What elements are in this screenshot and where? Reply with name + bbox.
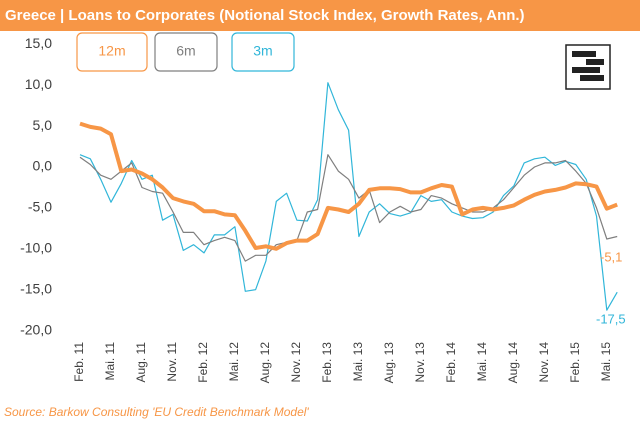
x-tick-label: Mai. 15 — [599, 342, 613, 382]
legend-label: 6m — [176, 43, 195, 59]
title-bar — [0, 0, 640, 31]
y-tick-label: 0,0 — [33, 158, 53, 174]
y-tick-label: 10,0 — [25, 76, 52, 92]
legend-label: 12m — [98, 43, 125, 59]
x-tick-label: Mai. 13 — [351, 342, 365, 382]
series-line — [79, 121, 618, 251]
x-tick-label: Mai. 12 — [227, 342, 241, 382]
y-tick-label: -20,0 — [20, 321, 52, 337]
y-tick-label: 5,0 — [33, 117, 53, 133]
y-tick-label: 15,0 — [25, 35, 52, 51]
x-tick-label: Nov. 12 — [289, 342, 303, 383]
x-tick-label: Nov. 13 — [413, 342, 427, 383]
series-line — [79, 154, 618, 262]
annotation: -5,1 — [600, 249, 622, 264]
x-tick-label: Aug. 11 — [134, 342, 148, 383]
x-tick-label: Aug. 13 — [382, 342, 396, 384]
x-tick-label: Aug. 14 — [506, 342, 520, 384]
y-tick-label: -15,0 — [20, 280, 52, 296]
legend-box — [76, 32, 148, 72]
series-line — [79, 82, 618, 311]
x-tick-label: Nov. 11 — [165, 342, 179, 382]
x-tick-label: Feb. 12 — [196, 342, 210, 383]
x-tick-label: Feb. 15 — [568, 342, 582, 383]
x-tick-label: Nov. 14 — [537, 342, 551, 383]
y-tick-label: -10,0 — [20, 240, 52, 256]
legend-label: 3m — [253, 43, 272, 59]
y-tick-label: -5,0 — [28, 199, 52, 215]
x-tick-label: Mai. 14 — [475, 342, 489, 382]
x-tick-label: Feb. 14 — [444, 342, 458, 383]
source: Source: Barkow Consulting 'EU Credit Ben… — [4, 405, 309, 419]
chart-title: Greece | Loans to Corporates (Notional S… — [5, 7, 525, 24]
x-tick-label: Feb. 13 — [320, 342, 334, 383]
legend-box — [231, 32, 295, 72]
annotation: -17,5 — [596, 311, 626, 326]
x-tick-label: Mai. 11 — [103, 342, 117, 381]
logo — [565, 44, 611, 90]
x-tick-label: Feb. 11 — [72, 342, 86, 382]
legend-box — [154, 32, 218, 72]
x-tick-label: Aug. 12 — [258, 342, 272, 384]
